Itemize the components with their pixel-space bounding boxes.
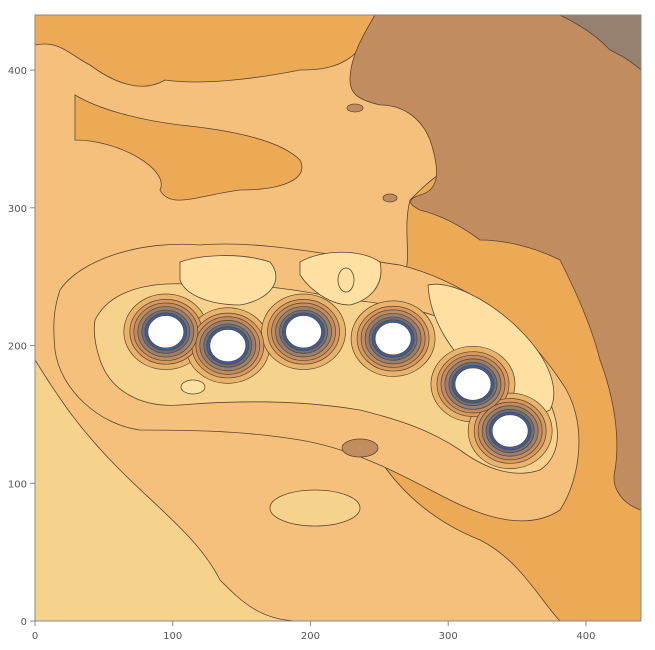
contour-ridge-inner	[179, 255, 277, 306]
contour-blob-6	[269, 489, 361, 527]
contour-blob-3	[346, 103, 364, 113]
contour-blob-5	[337, 267, 355, 293]
contour-wells	[123, 293, 553, 470]
contour-field	[35, 15, 641, 621]
x-tick-label: 0	[32, 631, 38, 642]
contour-blob-1	[341, 438, 379, 458]
x-axis: 0 100 200 300 400	[32, 621, 595, 642]
well-ring-6-4	[454, 367, 492, 401]
well-ring-6-2	[285, 315, 322, 349]
well-ring-6-3	[374, 322, 412, 356]
y-tick-label: 300	[8, 204, 27, 215]
contour-band-brown	[349, 15, 641, 511]
well-ring-6-1	[209, 328, 247, 363]
well-ring-6-5	[491, 414, 529, 448]
well-ring-6-0	[147, 315, 185, 349]
contour-band-upper-left	[35, 15, 381, 87]
y-axis: 0 100 200 300 400	[8, 66, 35, 628]
contour-ridge-inner-3	[427, 283, 554, 414]
contour-band-grey	[559, 15, 641, 71]
x-tick-label: 200	[301, 631, 320, 642]
x-tick-label: 100	[163, 631, 182, 642]
contour-blob-4	[180, 379, 206, 395]
y-tick-label: 400	[8, 66, 27, 77]
x-tick-label: 300	[439, 631, 458, 642]
y-tick-label: 0	[21, 617, 27, 628]
plot-frame	[34, 14, 642, 622]
contour-band-upper-left-inner	[74, 94, 303, 201]
y-tick-label: 200	[8, 342, 27, 353]
contour-blob-2	[382, 193, 398, 203]
contour-band-bottom	[35, 359, 301, 621]
x-tick-label: 400	[576, 631, 595, 642]
y-tick-label: 100	[8, 479, 27, 490]
